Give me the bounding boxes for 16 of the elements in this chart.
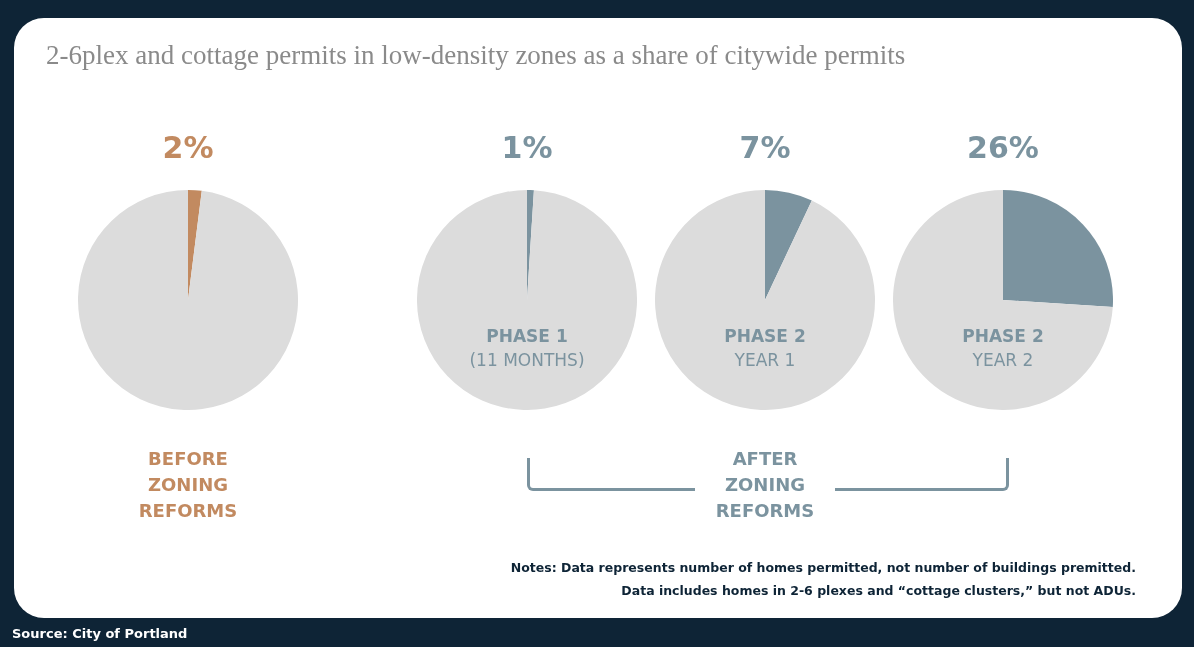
data-label: 2% <box>161 130 215 165</box>
text: 2-6plex and cottage permits in low-density zones as a share of citywide permits <box>46 40 906 71</box>
text: PHASE 1 <box>485 326 569 346</box>
data-label: 7% <box>738 130 792 165</box>
text: AFTER ZONING REFORMS <box>695 446 835 524</box>
text: (11 MONTHS) <box>468 350 586 370</box>
text: YEAR 2 <box>971 350 1035 370</box>
text: YEAR 1 <box>733 350 797 370</box>
text: Data includes homes in 2-6 plexes and “cottage clusters,” but not ADUs. <box>620 582 1136 600</box>
text: PHASE 2 <box>723 326 807 346</box>
text: Notes: Data represents number of homes permitted, not number of buildings premitted. <box>510 559 1136 577</box>
data-label: 26% <box>966 130 1040 165</box>
text: BEFORE ZONING REFORMS <box>137 447 239 523</box>
text: PHASE 2 <box>961 326 1045 346</box>
data-label: 1% <box>500 130 554 165</box>
source-note: Source: City of Portland <box>12 626 188 641</box>
